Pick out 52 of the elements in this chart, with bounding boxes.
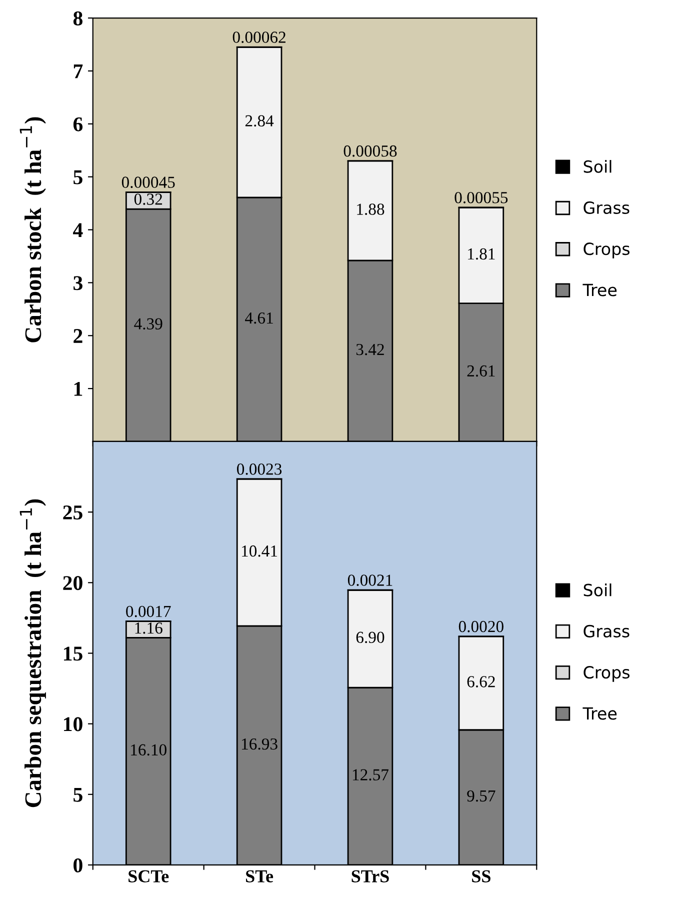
y-tick-label: 6 xyxy=(73,117,83,132)
data-label: 0.00045 xyxy=(122,176,175,188)
y-tick-label: 4 xyxy=(73,223,83,237)
data-label: 0.00058 xyxy=(344,145,397,157)
y-tick-label: 3 xyxy=(74,276,82,290)
data-label: 16.93 xyxy=(242,738,278,750)
data-label: 0.0021 xyxy=(348,574,392,586)
y-tick-label: 1 xyxy=(74,382,82,396)
data-label: 0.00055 xyxy=(454,192,508,204)
data-label: 10.41 xyxy=(242,545,278,557)
data-label: 2.84 xyxy=(245,115,274,127)
y-tick-label: 2 xyxy=(74,329,82,343)
data-label: 9.57 xyxy=(467,790,496,802)
data-label: 4.61 xyxy=(245,312,273,324)
legend-label: Soil xyxy=(584,160,612,173)
data-label: 6.90 xyxy=(356,632,384,644)
legend-label: Soil xyxy=(584,583,612,596)
y-tick-label: 10 xyxy=(64,717,82,732)
data-label: 0.32 xyxy=(134,194,162,205)
y-tick-label: 7 xyxy=(74,64,83,78)
data-label: 1.88 xyxy=(357,204,384,215)
legend-label: Grass xyxy=(584,201,630,214)
data-label: 1.81 xyxy=(468,248,495,260)
legend-label: Tree xyxy=(582,284,617,296)
x-tick-label: SCTe xyxy=(128,870,169,882)
y-tick-label: 15 xyxy=(64,646,82,661)
y-tick-label: 5 xyxy=(74,170,82,184)
legend-label: Grass xyxy=(584,624,630,638)
data-label: 2.61 xyxy=(467,365,495,377)
legend-label: Tree xyxy=(582,707,617,720)
data-label: 1.16 xyxy=(135,622,162,634)
data-label: 0.0017 xyxy=(126,606,171,618)
data-label: 3.42 xyxy=(356,344,384,356)
y-tick-label: 5 xyxy=(74,788,82,802)
y-tick-label: 20 xyxy=(63,576,82,590)
x-tick-label: SS xyxy=(472,870,490,882)
legend-label: Crops xyxy=(584,242,630,258)
x-tick-label: STe xyxy=(246,870,274,882)
y-tick-label: 0 xyxy=(74,858,82,872)
legend-label: Crops xyxy=(584,666,630,682)
data-label: 0.0020 xyxy=(458,620,504,632)
data-label: 0.0023 xyxy=(237,464,282,475)
y-tick-label: 25 xyxy=(63,506,82,520)
data-label: 12.57 xyxy=(352,769,388,780)
data-label: 0.00062 xyxy=(232,32,286,43)
y-tick-label: 8 xyxy=(73,11,82,26)
y-axis-title: Carbon sequestration (t ha$^{−1}$) xyxy=(20,499,46,808)
y-axis-title: Carbon stock (t ha$^{−1}$) xyxy=(20,117,46,342)
x-tick-label: STrS xyxy=(352,870,389,882)
data-label: 6.62 xyxy=(467,676,495,688)
data-label: 4.39 xyxy=(134,318,162,330)
data-label: 16.10 xyxy=(131,744,166,756)
